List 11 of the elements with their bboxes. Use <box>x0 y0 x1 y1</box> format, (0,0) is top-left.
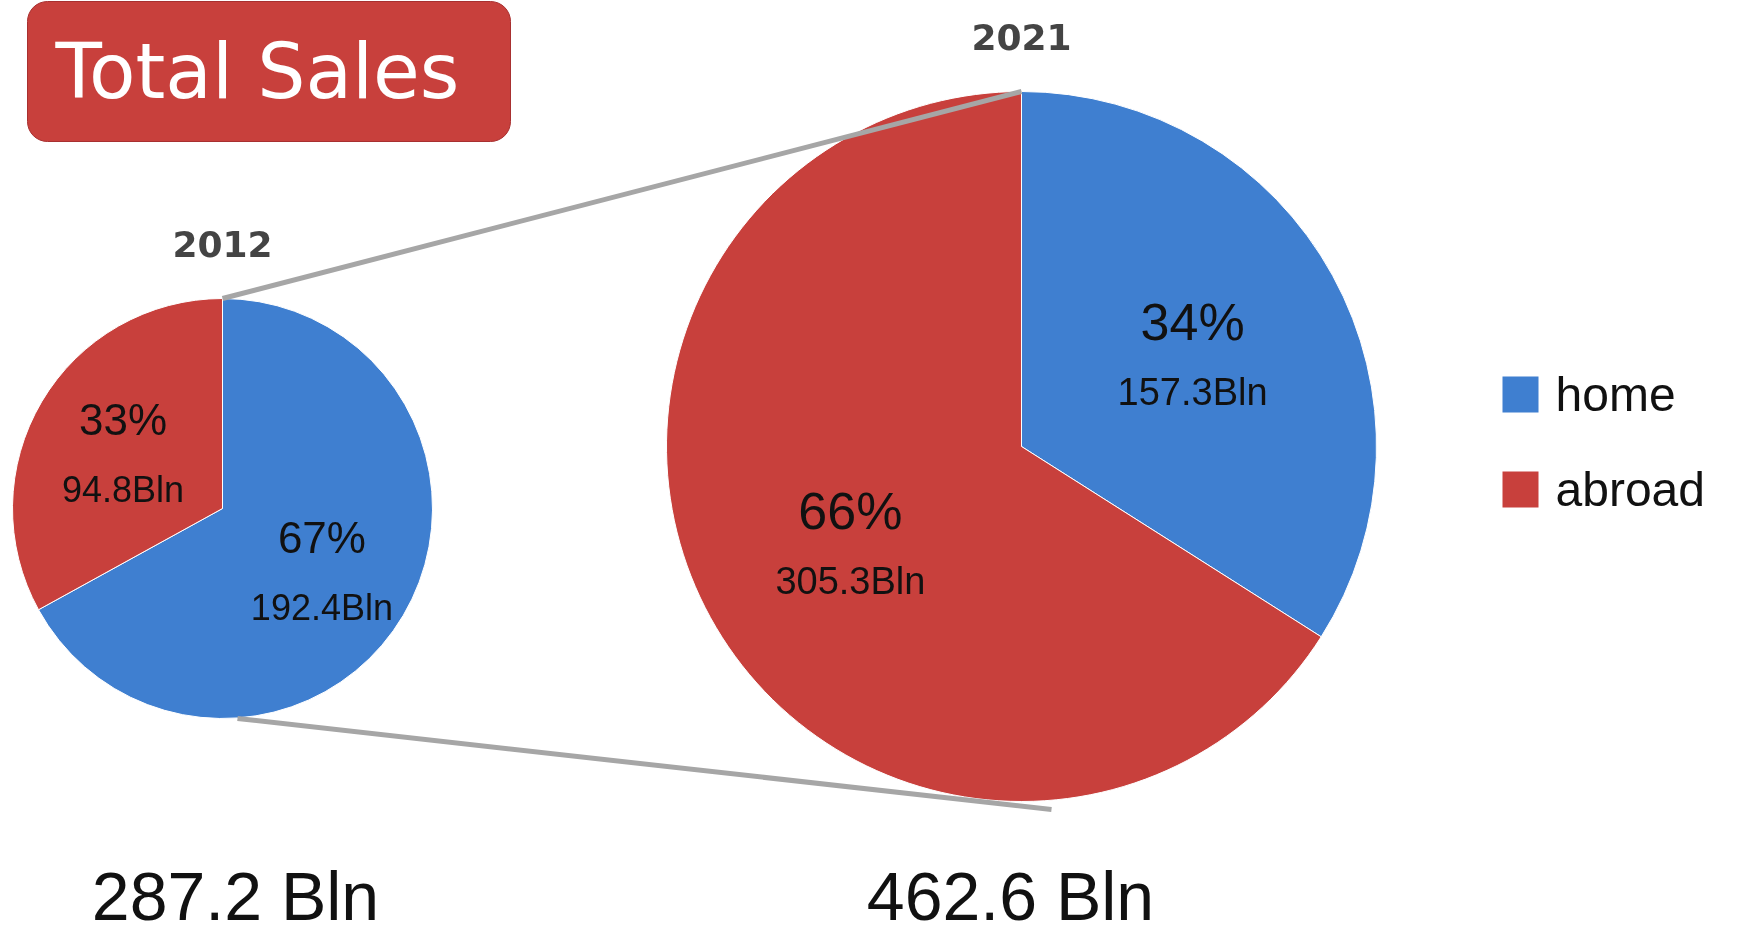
text: 287.2 Bln <box>91 857 380 934</box>
data-label: 34% 157.3Bln <box>1117 293 1268 414</box>
data-label: 67% 192.4Bln <box>250 512 393 628</box>
legend-label: home <box>1555 368 1676 421</box>
legend-label: abroad <box>1555 463 1705 516</box>
chart-title: 2012 <box>172 223 273 265</box>
text: 462.6 Bln <box>866 857 1155 934</box>
data-label: 33% 94.8Bln <box>62 395 185 511</box>
text: Total Sales <box>54 27 460 116</box>
data-label: 66% 305.3Bln <box>775 481 926 602</box>
chart-title: 2021 <box>971 16 1072 58</box>
